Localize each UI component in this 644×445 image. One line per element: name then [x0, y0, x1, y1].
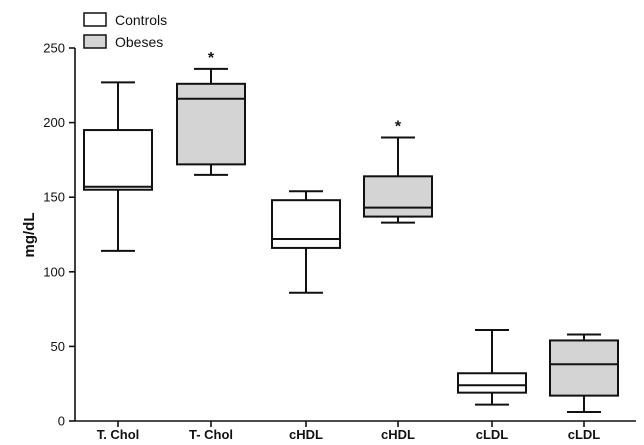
y-tick-label: 0 [58, 414, 65, 429]
y-tick-label: 200 [43, 115, 65, 130]
x-tick-label: cLDL [568, 427, 601, 442]
x-tick-label: cHDL [381, 427, 415, 442]
box-body [457, 372, 527, 394]
box-body [176, 82, 246, 166]
y-axis-title: mg/dL [21, 213, 38, 258]
boxes: ** [83, 50, 619, 414]
x-tick-label: T- Chol [189, 427, 233, 442]
x-tick-label: T. Chol [97, 427, 140, 442]
legend-swatch-controls [83, 12, 107, 27]
box-group: * [363, 119, 433, 224]
box-group [271, 190, 341, 294]
legend-swatch-obeses [83, 34, 107, 49]
box-body [549, 339, 619, 397]
y-tick-label: 50 [51, 339, 65, 354]
box-body [271, 199, 341, 249]
axes: 0 50 100 150 200 250 T. Chol T- Chol cHDL cHDL cLD… [43, 41, 636, 442]
significance-marker: * [395, 119, 402, 136]
significance-marker: * [208, 50, 215, 67]
box-group [549, 333, 619, 414]
box-body [83, 129, 153, 191]
y-tick-label: 100 [43, 264, 65, 279]
legend-label-obeses: Obeses [115, 34, 163, 50]
box-body [363, 175, 433, 218]
legend: Controls Obeses [83, 12, 167, 50]
box-group [457, 328, 527, 406]
x-tick-label: cHDL [289, 427, 323, 442]
box-group [83, 81, 153, 252]
box-group: * [176, 50, 246, 176]
x-tick-label: cLDL [476, 427, 509, 442]
y-tick-label: 150 [43, 190, 65, 205]
legend-label-controls: Controls [115, 12, 167, 28]
y-tick-label: 250 [43, 41, 65, 56]
